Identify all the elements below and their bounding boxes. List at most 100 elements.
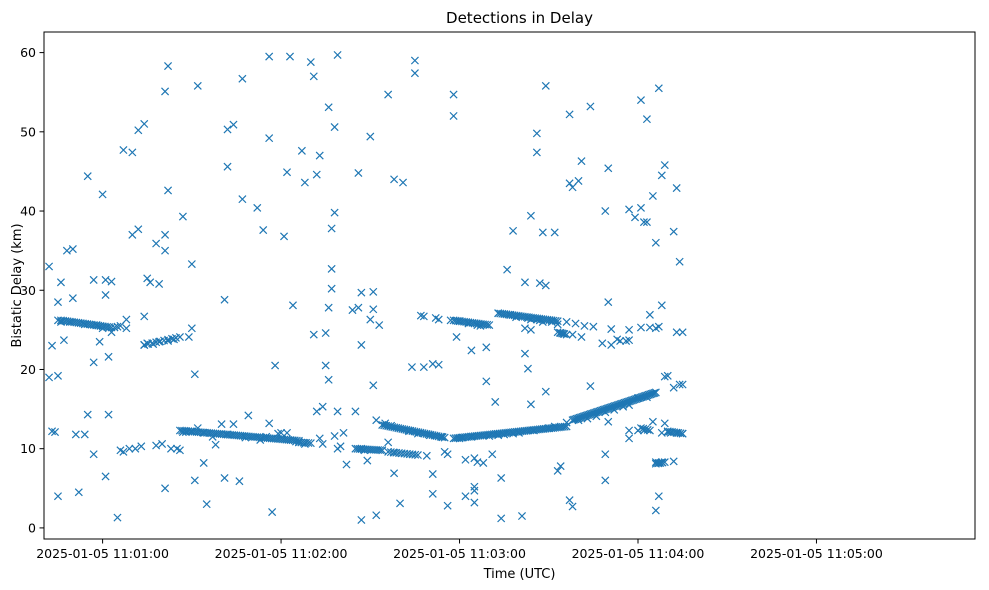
data-point [657,301,666,310]
data-point [315,434,324,443]
data-point [396,499,405,508]
data-point [616,336,625,345]
chart-title: Detections in Delay [446,9,593,27]
data-point [312,407,321,416]
data-point [678,328,687,337]
data-point [372,511,381,520]
data-point [658,458,667,467]
data-point [238,195,247,204]
data-point [372,416,381,425]
data-point [178,212,187,221]
data-point [556,462,565,471]
data-point [309,72,318,81]
data-point [551,316,560,325]
data-point [470,486,479,495]
data-point [137,442,146,451]
data-point [101,472,110,481]
y-tick-label: 40 [20,204,36,219]
data-point [220,473,229,483]
data-point [312,170,321,179]
data-point [523,364,532,373]
data-point [636,96,645,105]
data-point [366,315,375,324]
data-point [330,123,339,132]
data-point [71,430,80,439]
data-point [83,172,92,181]
data-point [601,207,610,216]
data-point [577,157,586,166]
data-point [161,484,170,493]
data-point [568,502,577,511]
data-point [369,287,378,296]
data-point [642,115,651,124]
data-point [607,325,616,334]
data-point [586,102,595,111]
data-point [589,322,598,331]
y-tick-label: 50 [20,124,36,139]
data-point [354,303,363,312]
data-point [574,176,583,185]
data-point [413,451,422,460]
data-point [660,458,669,467]
data-point [651,238,660,247]
data-point [654,84,663,93]
data-point [601,476,610,485]
data-point [333,407,342,416]
data-point [419,312,428,321]
data-point [553,317,562,326]
data-point [636,203,645,212]
data-point [449,111,458,120]
data-point [565,110,574,119]
data-point [107,277,116,286]
data-point [217,420,226,429]
data-point [440,433,449,442]
data-point [238,74,247,83]
data-point [187,324,196,333]
data-point [280,232,289,241]
data-point [604,298,613,307]
data-point [422,451,431,460]
data-point [562,330,571,339]
plot-frame [43,31,976,540]
data-point [604,417,613,426]
data-point [555,328,564,337]
data-point [229,120,238,129]
data-point [622,336,631,345]
x-tick-label: 2025-01-05 11:01:00 [36,546,169,561]
data-point [553,328,562,337]
data-point [89,450,98,459]
data-point [330,208,339,217]
data-point [520,278,529,287]
data-point [434,315,443,324]
data-point [152,441,161,450]
data-point [357,288,366,297]
data-point [410,56,419,65]
data-point [630,213,640,222]
data-point [636,323,645,332]
data-point [265,134,274,143]
data-point [541,281,550,290]
data-point [62,246,71,255]
data-point [211,440,220,449]
data-point [532,129,541,138]
data-point [83,410,92,419]
data-point [526,325,535,334]
data-point [443,501,452,510]
data-point [68,245,77,254]
data-point [434,360,443,369]
data-point [657,171,666,180]
data-point [45,373,54,382]
data-point [369,305,378,314]
data-point [68,294,77,303]
data-point [184,332,193,342]
data-point [143,274,152,283]
data-point [676,429,685,438]
data-point [351,407,360,416]
data-point [134,225,143,234]
data-point [625,434,634,443]
data-point [461,492,470,501]
data-point [244,411,253,420]
y-tick-label: 30 [20,283,36,298]
data-point [375,321,384,330]
x-tick-label: 2025-01-05 11:02:00 [215,546,348,561]
